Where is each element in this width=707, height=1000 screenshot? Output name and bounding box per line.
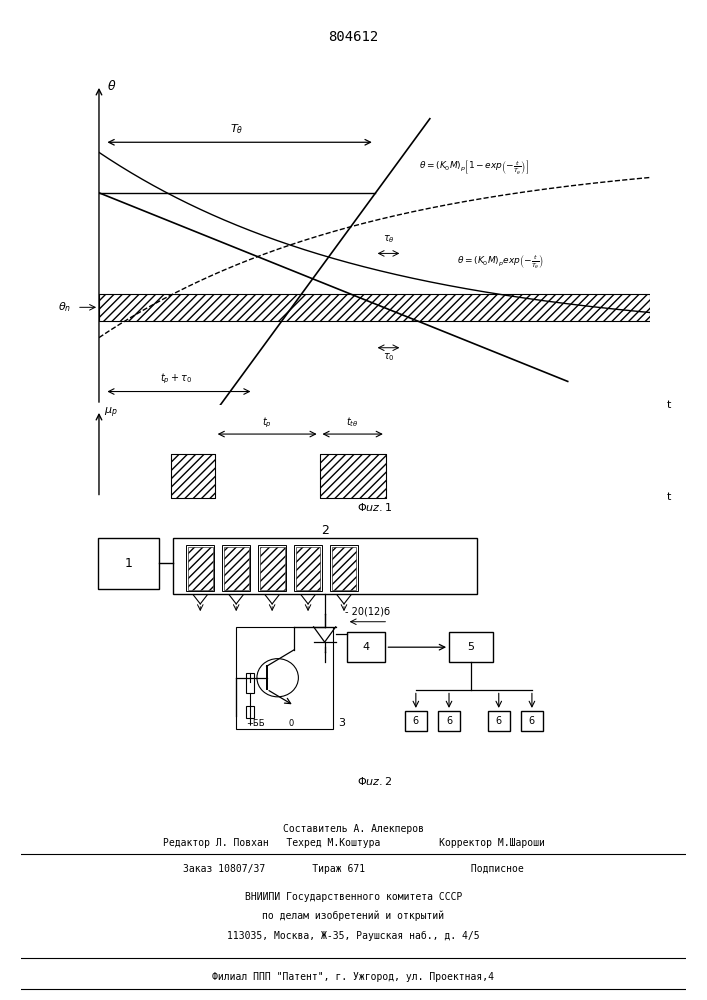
Text: 0: 0 — [289, 719, 294, 728]
Bar — [320, 454, 386, 497]
Bar — [236, 627, 333, 729]
Text: $\Phi u z. 1$: $\Phi u z. 1$ — [357, 501, 392, 513]
Bar — [320, 454, 386, 497]
Text: 2: 2 — [321, 524, 329, 537]
Bar — [332, 547, 356, 590]
Text: $t_p+\tau_0$: $t_p+\tau_0$ — [160, 372, 192, 386]
Bar — [405, 711, 427, 731]
Bar — [330, 545, 358, 591]
Bar — [296, 547, 320, 590]
Text: 6: 6 — [413, 716, 419, 726]
Text: $T_\theta$: $T_\theta$ — [230, 122, 243, 136]
Bar — [246, 706, 255, 718]
Bar — [223, 545, 250, 591]
Text: $\Phi u z. 2$: $\Phi u z. 2$ — [357, 775, 392, 787]
Text: 6: 6 — [496, 716, 502, 726]
Text: $t_{t\theta}$: $t_{t\theta}$ — [346, 415, 359, 429]
Bar — [99, 294, 650, 321]
Text: ВНИИПИ Государственного комитета СССР: ВНИИПИ Государственного комитета СССР — [245, 892, 462, 902]
Text: 6: 6 — [529, 716, 535, 726]
Bar — [188, 547, 213, 590]
Text: $\mu_p$: $\mu_p$ — [105, 406, 118, 420]
Bar — [488, 711, 510, 731]
Text: 4: 4 — [363, 642, 370, 652]
Bar — [346, 632, 385, 662]
Text: Редактор Л. Повхан   Техред М.Коштура          Корректор М.Шароши: Редактор Л. Повхан Техред М.Коштура Корр… — [163, 838, 544, 848]
Text: t: t — [667, 492, 672, 502]
Bar — [259, 547, 284, 590]
Text: Составитель А. Алекперов: Составитель А. Алекперов — [283, 824, 424, 834]
Bar — [223, 547, 249, 590]
Text: $\theta_n$: $\theta_n$ — [58, 300, 71, 314]
Text: 3: 3 — [339, 718, 346, 728]
Bar — [170, 454, 215, 497]
Text: $\tau_\theta$: $\tau_\theta$ — [382, 234, 395, 245]
Text: $t_p$: $t_p$ — [262, 416, 272, 430]
Text: по делам изобретений и открытий: по делам изобретений и открытий — [262, 910, 445, 921]
Text: 1: 1 — [124, 557, 132, 570]
Text: 6: 6 — [446, 716, 452, 726]
Text: $\theta$: $\theta$ — [107, 79, 117, 93]
Bar — [98, 538, 159, 589]
Bar — [521, 711, 543, 731]
Bar — [187, 545, 214, 591]
Text: 804612: 804612 — [328, 30, 379, 44]
Text: 113035, Москва, Ж-35, Раушская наб., д. 4/5: 113035, Москва, Ж-35, Раушская наб., д. … — [227, 931, 480, 941]
Bar — [170, 454, 215, 497]
Text: $\tau_0$: $\tau_0$ — [382, 352, 395, 363]
Text: $\theta=(K_0M)_p\left[1-exp\left(-\frac{t}{T_\theta}\right)\right]$: $\theta=(K_0M)_p\left[1-exp\left(-\frac{… — [419, 158, 529, 176]
Bar — [294, 545, 322, 591]
Bar — [449, 632, 493, 662]
Bar — [99, 294, 650, 321]
Text: $\theta=(K_0M)_p exp\left(-\frac{t}{T_\theta}\right)$: $\theta=(K_0M)_p exp\left(-\frac{t}{T_\t… — [457, 253, 544, 271]
Bar — [258, 545, 286, 591]
Text: - 20(12)б: - 20(12)б — [345, 606, 390, 616]
Bar — [173, 538, 477, 594]
Bar — [438, 711, 460, 731]
Text: 5: 5 — [467, 642, 474, 652]
Text: +ББ: +ББ — [246, 719, 265, 728]
Text: t: t — [667, 400, 672, 410]
Text: Заказ 10807/37        Тираж 671                  Подписное: Заказ 10807/37 Тираж 671 Подписное — [183, 864, 524, 874]
Bar — [246, 673, 255, 693]
Text: Филиал ППП "Патент", г. Ужгород, ул. Проектная,4: Филиал ППП "Патент", г. Ужгород, ул. Про… — [213, 972, 494, 982]
